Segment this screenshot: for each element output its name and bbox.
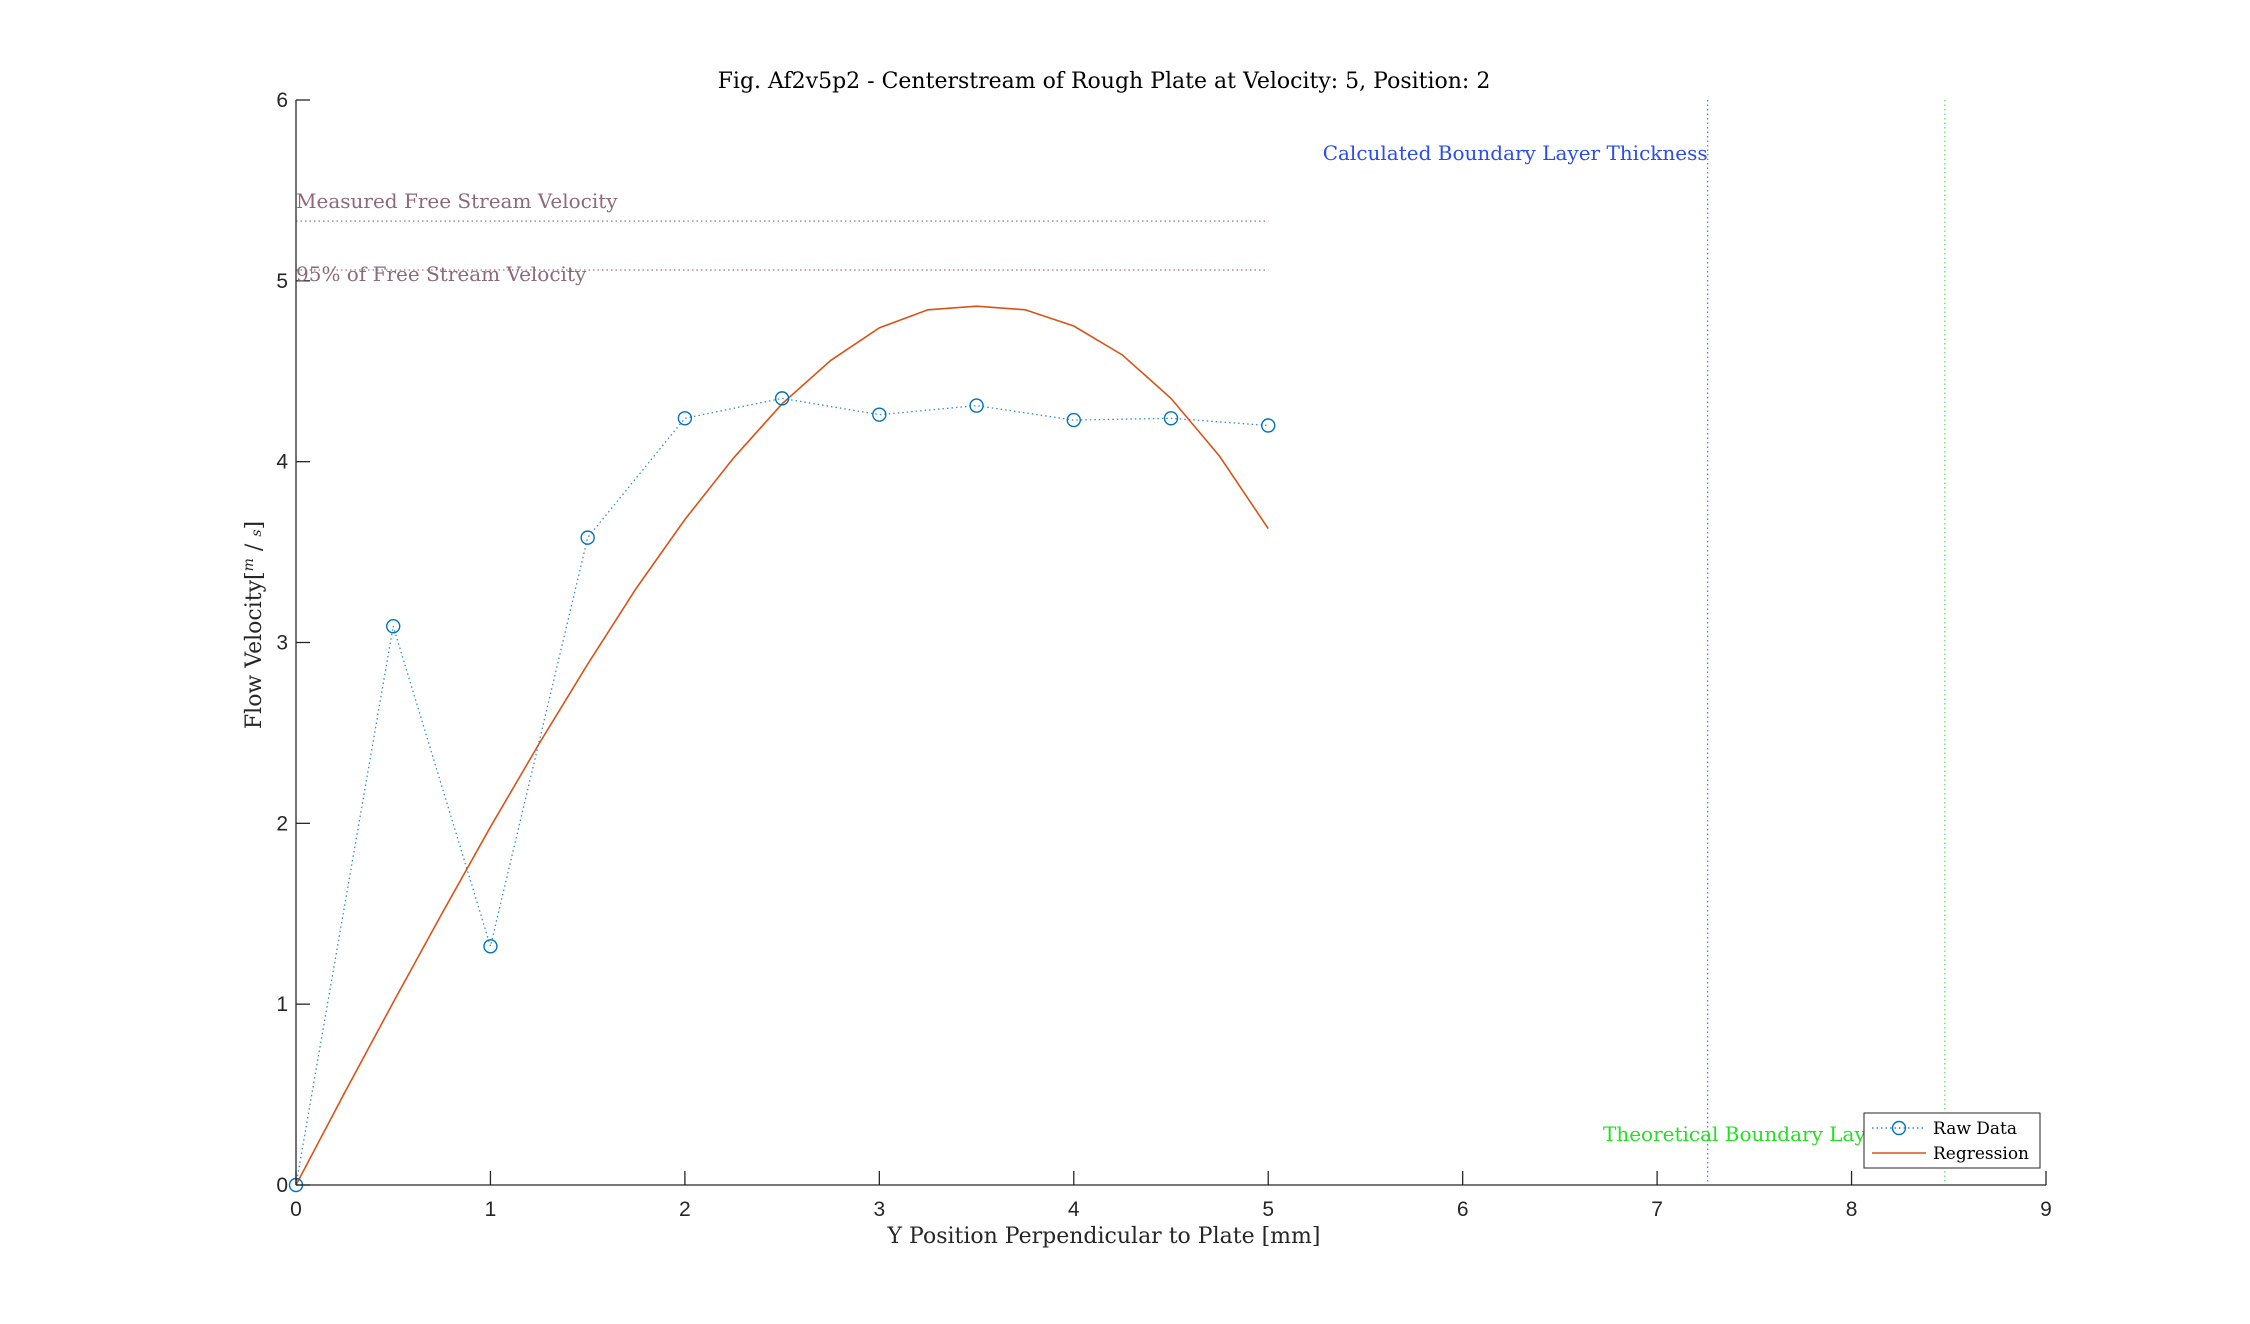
reference-line-label: Calculated Boundary Layer Thickness [1323, 141, 1708, 165]
raw-data-point [483, 939, 498, 954]
y-tick-label: 2 [276, 812, 288, 835]
y-tick-label: 1 [276, 993, 288, 1016]
y-tick-label: 5 [276, 270, 288, 293]
raw-data-point [1261, 418, 1276, 433]
y-tick-label: 4 [276, 451, 288, 474]
y-tick-label: 3 [276, 632, 288, 655]
legend-label: Raw Data [1933, 1119, 2017, 1139]
raw-data-point [677, 411, 693, 426]
regression-line [295, 305, 1269, 1186]
annotations: Measured Free Stream Velocity 95% of Free… [296, 141, 1995, 1146]
raw-data-point [580, 530, 595, 545]
raw-data-point [386, 619, 401, 634]
axes: 0 1 2 3 4 5 6 7 8 9 0 1 2 3 4 5 6 [276, 89, 2052, 1221]
x-tick-label: 4 [1068, 1198, 1080, 1221]
legend-raw-data-marker [1891, 1120, 1907, 1136]
y-axis-label: Flow Velocity[m / s] [241, 521, 267, 729]
legend-label: Regression [1933, 1144, 2029, 1164]
y-axis-label-unit-den: s [249, 529, 265, 536]
raw-data-point [872, 407, 887, 422]
x-tick-label: 9 [2040, 1198, 2052, 1221]
svg-text:Flow Velocity[m / s]: Flow Velocity[m / s] [241, 521, 267, 729]
raw-data-point [1163, 411, 1179, 426]
x-tick-label: 1 [485, 1198, 497, 1221]
reference-line-label: 95% of Free Stream Velocity [296, 262, 587, 286]
y-tick-label: 6 [276, 89, 288, 112]
legend: Raw Data Regression [1863, 1112, 2041, 1169]
raw-data-line [295, 397, 1269, 1186]
plot-area: 0 1 2 3 4 5 6 7 8 9 0 1 2 3 4 5 6 Measured Free Stream V… [276, 89, 2052, 1221]
raw-data-point [774, 391, 790, 406]
chart-title: Fig. Af2v5p2 - Centerstream of Rough Pla… [718, 69, 1491, 94]
y-axis-label-unit-num: m [241, 558, 257, 571]
x-tick-label: 8 [1846, 1198, 1858, 1221]
x-tick-label: 5 [1262, 1198, 1274, 1221]
raw-data-point [1066, 412, 1081, 428]
legend-box [1863, 1112, 2041, 1169]
x-tick-label: 7 [1651, 1198, 1663, 1221]
x-tick-label: 0 [290, 1198, 302, 1221]
reference-line-label: Measured Free Stream Velocity [296, 189, 618, 213]
x-axis-label: Y Position Perpendicular to Plate [mm] [887, 1224, 1321, 1249]
y-tick-label: 0 [276, 1174, 288, 1197]
y-axis-label-text: Flow Velocity [242, 579, 267, 729]
x-tick-label: 2 [679, 1198, 691, 1221]
raw-data-point [969, 398, 984, 413]
x-tick-label: 6 [1457, 1198, 1469, 1221]
series-layer [288, 305, 1276, 1193]
reference-lines [296, 100, 1946, 1185]
x-tick-label: 3 [873, 1198, 885, 1221]
